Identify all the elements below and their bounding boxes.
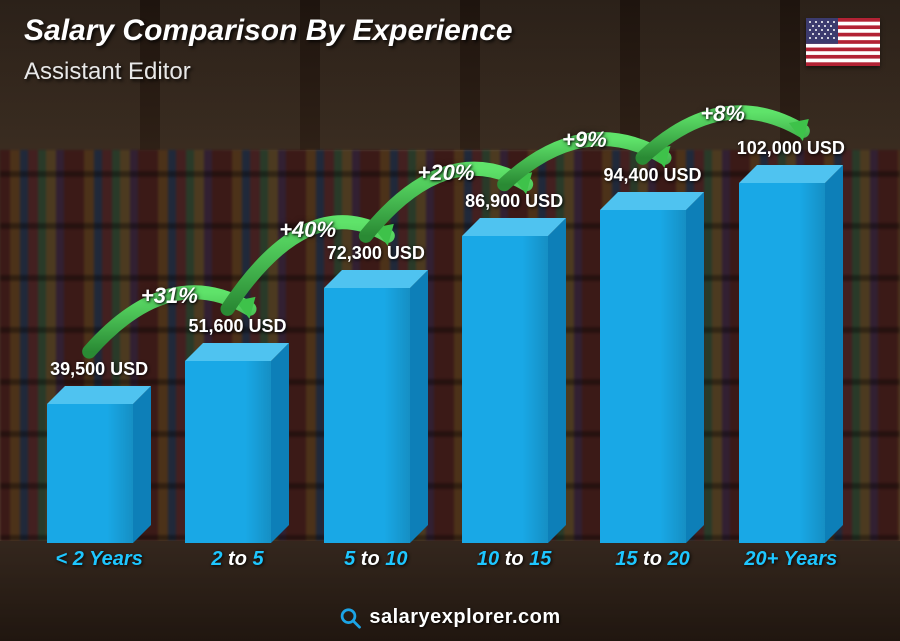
growth-arc-label: +8% — [700, 101, 745, 127]
footer-attribution: salaryexplorer.com — [339, 606, 560, 629]
bar-side — [133, 386, 151, 543]
bar-category-label: 10 to 15 — [477, 548, 552, 571]
bar-front — [185, 361, 271, 543]
bar-slot: 102,000 USD 20+ Years — [722, 100, 860, 571]
footer-text: salaryexplorer.com — [369, 606, 560, 629]
bar-side — [686, 192, 704, 543]
flag-icon — [806, 18, 880, 66]
infographic-stage: Salary Comparison By Experience Assistan… — [0, 0, 900, 641]
growth-arc-label: +31% — [141, 283, 198, 309]
bar-category-label: 2 to 5 — [211, 548, 263, 571]
bar-slot: 94,400 USD 15 to 20 — [583, 100, 721, 571]
bar — [324, 270, 428, 543]
bar-slot: 39,500 USD < 2 Years — [30, 100, 168, 571]
bar-category-label: < 2 Years — [55, 548, 142, 571]
bar-front — [47, 404, 133, 543]
page-subtitle: Assistant Editor — [24, 58, 191, 86]
bar-value-label: 94,400 USD — [603, 165, 701, 186]
bar-value-label: 102,000 USD — [737, 138, 845, 159]
bar-front — [739, 183, 825, 543]
search-icon — [339, 607, 361, 629]
bar-value-label: 51,600 USD — [188, 316, 286, 337]
bar-front — [324, 288, 410, 543]
bar-top — [47, 386, 151, 404]
bar — [600, 192, 704, 543]
page-title: Salary Comparison By Experience — [24, 14, 513, 48]
bar-front — [600, 210, 686, 543]
bar — [47, 386, 151, 543]
bar-category-label: 15 to 20 — [615, 548, 690, 571]
bar-category-label: 20+ Years — [744, 548, 837, 571]
growth-arc-label: +9% — [562, 127, 607, 153]
bar-top — [739, 165, 843, 183]
bar — [185, 343, 289, 543]
bar-chart: 39,500 USD < 2 Years 51,600 USD 2 to 5 72,30… — [30, 100, 860, 571]
growth-arc-label: +20% — [418, 160, 475, 186]
bar-side — [825, 165, 843, 543]
bar-side — [548, 218, 566, 543]
bar-top — [324, 270, 428, 288]
bar-side — [271, 343, 289, 543]
bar — [462, 218, 566, 543]
bar-value-label: 86,900 USD — [465, 191, 563, 212]
bar-category-label: 5 to 10 — [344, 548, 407, 571]
bar-value-label: 39,500 USD — [50, 359, 148, 380]
growth-arc-label: +40% — [279, 217, 336, 243]
bar-side — [410, 270, 428, 543]
bar-slot: 51,600 USD 2 to 5 — [168, 100, 306, 571]
bar-value-label: 72,300 USD — [327, 243, 425, 264]
bar — [739, 165, 843, 543]
bar-front — [462, 236, 548, 543]
